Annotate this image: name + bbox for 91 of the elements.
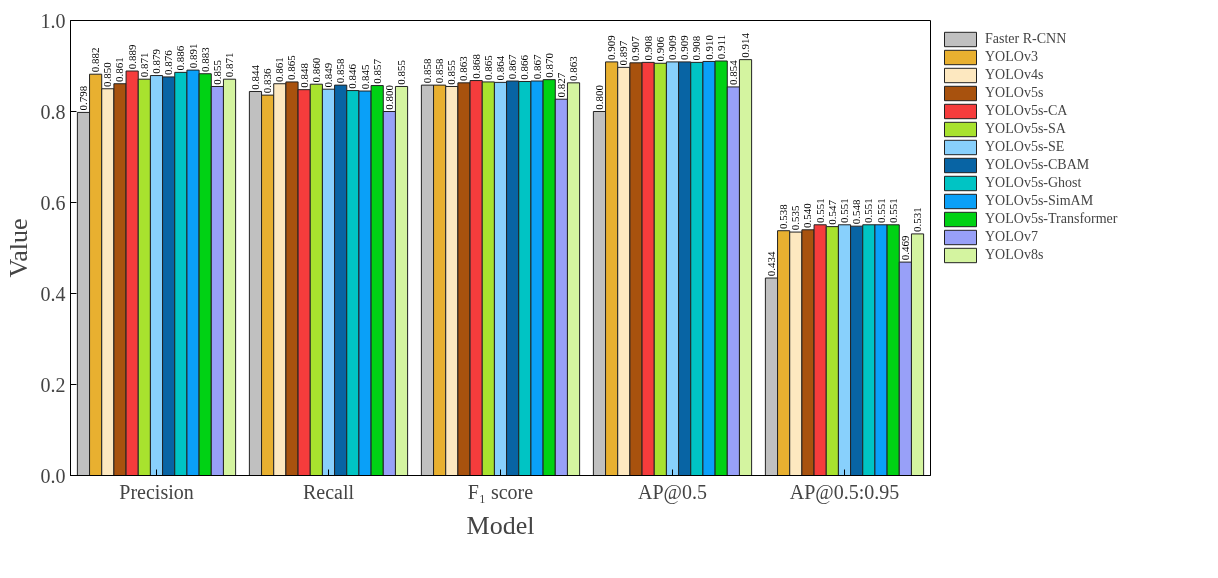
data-label: 0.858 — [433, 58, 446, 84]
data-label: 0.908 — [641, 35, 654, 61]
data-label: 0.551 — [838, 198, 850, 223]
data-label: 0.551 — [813, 198, 826, 223]
data-label: 0.909 — [605, 34, 618, 61]
data-label: 0.469 — [898, 235, 911, 261]
legend-label: YOLOv5s-Transformer — [985, 210, 1118, 228]
data-label: 0.908 — [690, 35, 703, 61]
y-axis-title: Value — [3, 218, 33, 278]
y-tick-label: 0.4 — [40, 282, 66, 305]
data-label: 0.863 — [567, 55, 580, 82]
x-axis-title: Model — [466, 510, 535, 540]
data-label: 0.883 — [198, 46, 211, 72]
x-tick-label: Precision — [119, 480, 194, 503]
data-label: 0.845 — [358, 63, 371, 90]
data-label: 0.879 — [150, 48, 162, 74]
data-label: 0.855 — [445, 59, 458, 85]
legend-label: YOLOv5s-Ghost — [985, 174, 1082, 192]
data-label: 0.548 — [850, 199, 863, 225]
data-label: 0.551 — [874, 198, 887, 223]
data-label: 0.848 — [297, 62, 310, 88]
data-label: 0.865 — [285, 54, 298, 81]
data-label: 0.855 — [210, 59, 223, 85]
legend-label: YOLOv5s — [985, 84, 1044, 102]
legend-label: YOLOv3 — [985, 48, 1038, 66]
data-label: 0.846 — [346, 63, 359, 89]
data-label: 0.434 — [764, 250, 777, 277]
x-tick-label: AP@0.5 — [638, 480, 707, 504]
x-tick-label: Recall — [302, 480, 355, 503]
data-label: 0.889 — [125, 43, 138, 70]
data-label: 0.867 — [530, 53, 543, 80]
data-label: 0.800 — [382, 84, 395, 110]
y-tick-label: 0.6 — [40, 191, 66, 214]
data-label: 0.871 — [137, 52, 150, 78]
data-label: 0.538 — [777, 203, 790, 229]
y-tick-label: 0.0 — [40, 464, 66, 487]
data-label: 0.871 — [223, 52, 236, 78]
data-label: 0.897 — [617, 40, 630, 66]
data-label: 0.836 — [261, 68, 274, 94]
data-label: 0.827 — [554, 72, 567, 98]
legend-label: YOLOv4s — [985, 66, 1044, 84]
legend-label: YOLOv8s — [985, 246, 1044, 264]
data-label: 0.870 — [542, 52, 555, 78]
legend-label: YOLOv5s-CA — [985, 102, 1068, 120]
data-label: 0.861 — [273, 57, 286, 82]
data-label: 0.886 — [174, 45, 187, 71]
data-label: 0.914 — [739, 32, 752, 58]
data-label: 0.858 — [334, 58, 347, 84]
data-label: 0.858 — [420, 58, 433, 84]
y-tick-label: 0.8 — [40, 100, 66, 123]
data-label: 0.800 — [592, 84, 605, 110]
data-label: 0.868 — [469, 53, 482, 79]
data-label: 0.891 — [186, 43, 199, 69]
legend-label: YOLOv5s-SimAM — [985, 192, 1094, 210]
data-label: 0.551 — [862, 198, 875, 223]
x-tick-label: F₁ score — [467, 480, 534, 503]
legend-label: YOLOv5s-CBAM — [985, 156, 1090, 174]
data-label: 0.551 — [886, 198, 899, 223]
data-label: 0.866 — [518, 54, 531, 80]
data-label: 0.907 — [629, 35, 642, 61]
data-label: 0.547 — [825, 199, 838, 225]
data-label: 0.909 — [666, 34, 678, 61]
data-label: 0.531 — [911, 207, 924, 233]
data-label: 0.861 — [113, 57, 126, 82]
data-label: 0.911 — [714, 34, 727, 60]
data-label: 0.855 — [395, 59, 408, 85]
data-label: 0.849 — [322, 62, 334, 88]
data-label: 0.844 — [248, 64, 261, 90]
data-label: 0.540 — [801, 202, 814, 228]
data-label: 0.860 — [309, 57, 322, 83]
y-tick-label: 1.0 — [40, 9, 66, 32]
data-label: 0.850 — [101, 61, 114, 87]
data-label: 0.910 — [702, 34, 715, 60]
data-label: 0.867 — [506, 53, 519, 80]
data-label: 0.876 — [162, 49, 175, 76]
data-label: 0.798 — [76, 85, 89, 111]
data-label: 0.535 — [789, 205, 802, 231]
legend-label: YOLOv5s-SA — [985, 120, 1066, 138]
legend-label: Faster R-CNN — [985, 30, 1067, 48]
data-label: 0.865 — [481, 54, 494, 81]
y-tick-label: 0.2 — [40, 373, 66, 396]
legend-label: YOLOv7 — [985, 228, 1038, 246]
data-label: 0.882 — [89, 47, 102, 73]
data-label: 0.854 — [726, 59, 739, 86]
data-label: 0.906 — [653, 36, 666, 62]
data-label: 0.909 — [678, 34, 691, 61]
data-label: 0.864 — [494, 55, 506, 81]
data-label: 0.857 — [370, 58, 383, 84]
legend-label: YOLOv5s-SE — [985, 138, 1065, 156]
data-label: 0.863 — [457, 55, 470, 82]
x-tick-label: AP@0.5:0.95 — [789, 480, 900, 504]
